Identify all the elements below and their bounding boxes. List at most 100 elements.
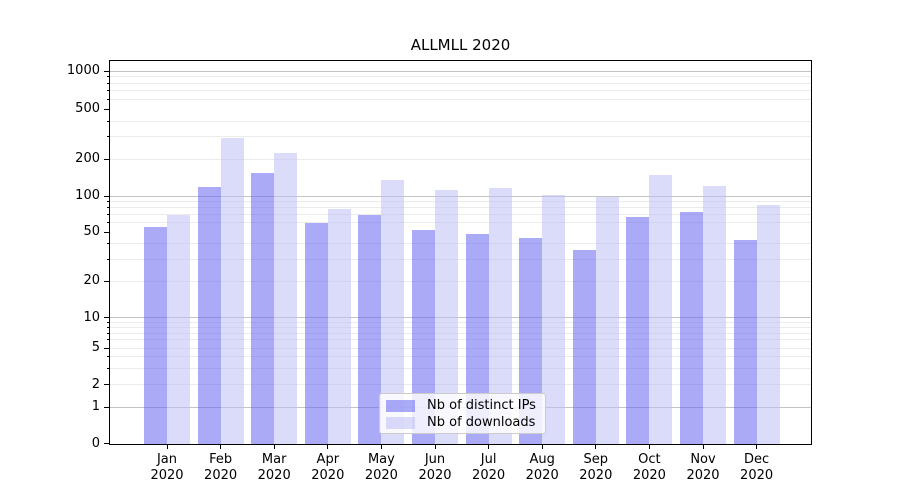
y-tick-label-20: 20 [83,273,100,288]
gridline-minor-7 [110,332,811,334]
x-tick-label-apr: Apr 2020 [311,452,345,483]
y-tick-1 [104,406,110,408]
y-tick-200 [104,158,110,160]
bar-downloads-dec [756,205,780,444]
y-tick-label-5: 5 [91,340,100,355]
plot-area [109,60,812,445]
y-tick-0 [104,443,110,444]
gridline-major-100 [110,195,811,197]
legend: Nb of distinct IPs Nb of downloads [379,393,546,434]
y-minortick-400 [107,120,110,122]
bar-downloads-jan [167,214,190,444]
gridline-minor-60 [110,222,811,224]
y-minortick-3 [107,367,110,369]
legend-swatch-downloads [386,417,415,429]
bar-downloads-sep [595,196,619,444]
x-tick-jul [488,444,490,449]
y-tick-100 [104,195,110,197]
x-tick-label-may: May 2020 [364,452,398,483]
y-tick-5 [104,347,110,349]
legend-label-downloads: Nb of downloads [427,415,536,430]
y-tick-label-200: 200 [75,151,100,166]
gridline-minor-2 [110,384,811,385]
bar-distinct-ips-mar [251,172,275,444]
legend-item-distinct-ips: Nb of distinct IPs [386,398,539,414]
x-tick-aug [541,444,543,449]
gridline-minor-600 [110,98,811,100]
gridline-minor-4 [110,356,811,358]
bar-distinct-ips-feb [197,187,221,444]
bar-downloads-apr [327,208,351,444]
x-tick-label-nov: Nov 2020 [686,452,720,483]
gridline-minor-70 [110,214,811,216]
gridline-major-10 [110,317,811,318]
bar-distinct-ips-apr [304,222,328,444]
legend-label-distinct-ips: Nb of distinct IPs [427,398,536,413]
y-minortick-40 [107,243,110,245]
y-minortick-60 [107,222,110,224]
x-tick-jan [166,444,168,449]
y-minortick-700 [107,90,110,92]
x-tick-feb [220,444,222,449]
y-minortick-300 [107,136,110,138]
bar-distinct-ips-may [358,215,382,444]
y-minortick-8 [107,326,110,328]
y-tick-500 [104,108,110,110]
gridline-minor-700 [110,90,811,92]
gridline-minor-80 [110,207,811,209]
x-tick-label-jun: Jun 2020 [418,452,452,483]
x-tick-may [380,444,382,449]
gridline-minor-20 [110,280,811,282]
plot-inner [110,61,811,444]
gridline-minor-400 [110,120,811,122]
y-tick-label-1000: 1000 [66,63,100,78]
gridline-minor-300 [110,136,811,138]
y-minortick-80 [107,207,110,209]
bar-distinct-ips-oct [626,216,650,444]
y-tick-1000 [104,70,110,72]
bar-downloads-mar [274,153,298,444]
x-tick-label-mar: Mar 2020 [257,452,291,483]
y-minortick-90 [107,200,110,202]
bar-distinct-ips-aug [519,237,543,444]
gridline-minor-800 [110,82,811,84]
x-tick-label-jan: Jan 2020 [150,452,184,483]
gridline-minor-8 [110,326,811,328]
y-tick-20 [104,280,110,282]
bar-downloads-nov [703,186,726,444]
bar-downloads-may [381,179,405,444]
y-tick-2 [104,384,110,385]
x-tick-label-jul: Jul 2020 [472,452,506,483]
bar-downloads-jul [488,188,512,444]
y-tick-label-1: 1 [91,399,100,414]
x-tick-mar [273,444,275,449]
y-tick-label-0: 0 [91,435,100,451]
gridline-major-1000 [110,70,811,72]
legend-swatch-distinct-ips [386,400,415,412]
gridline-minor-90 [110,200,811,202]
x-tick-nov [702,444,704,449]
y-tick-10 [104,317,110,318]
bar-downloads-aug [542,195,566,444]
bar-distinct-ips-dec [733,240,757,444]
gridline-minor-200 [110,158,811,160]
y-minortick-800 [107,82,110,84]
y-tick-50 [104,231,110,233]
y-minortick-9 [107,321,110,323]
gridline-minor-900 [110,76,811,78]
gridline-minor-3 [110,367,811,369]
bar-downloads-oct [649,175,673,444]
chart-title: ALLMLL 2020 [410,36,511,54]
x-tick-label-aug: Aug 2020 [525,452,559,483]
bar-distinct-ips-jul [465,234,489,444]
gridline-minor-40 [110,243,811,245]
y-minortick-30 [107,258,110,260]
y-minortick-6 [107,339,110,341]
y-minortick-7 [107,332,110,334]
x-tick-apr [327,444,329,449]
x-tick-label-dec: Dec 2020 [740,452,774,483]
bar-downloads-jun [435,189,458,444]
gridline-minor-30 [110,258,811,260]
x-tick-label-sep: Sep 2020 [579,452,613,483]
